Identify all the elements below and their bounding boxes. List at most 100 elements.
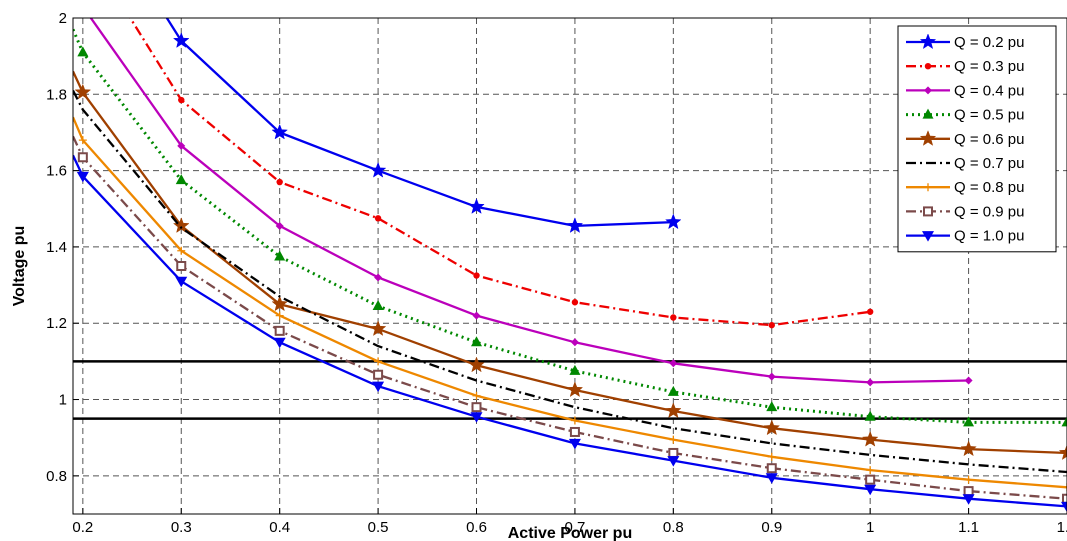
data-point [668,447,679,458]
data-point [271,123,288,140]
data-point [1063,483,1067,492]
data-point [919,33,937,50]
data-point [570,338,579,347]
data-point [472,391,481,400]
y-tick-label: 1.8 [46,86,67,103]
data-point [172,32,190,48]
data-point [77,46,89,57]
y-tick-label: 1.4 [46,239,67,256]
series-q-0-4-pu [89,18,973,387]
series-line [73,28,1067,424]
legend-label: Q = 0.5 pu [954,107,1024,124]
data-point [77,152,88,163]
data-point [177,141,186,150]
data-point [569,364,581,375]
data-point [470,412,483,423]
legend-item: Q = 0.7 pu [906,155,1024,172]
legend-item: Q = 0.9 pu [906,203,1024,220]
data-point [172,217,190,233]
data-point [571,299,579,306]
data-point [919,130,937,146]
data-point [271,295,288,312]
y-tick-label: 0.8 [46,468,67,485]
y-axis-label: Voltage pu [11,226,28,307]
data-point [373,369,384,380]
y-tick-label: 1.6 [46,163,67,180]
x-tick-label: 1 [866,519,874,536]
data-point [175,174,187,185]
legend-item: Q = 0.8 pu [906,179,1024,196]
data-point [922,108,934,119]
data-point [468,356,485,373]
series-line [73,154,1067,508]
x-tick-label: 0.2 [72,519,93,536]
data-point [275,221,284,230]
legend-label: Q = 0.2 pu [954,34,1024,51]
data-point [767,372,776,381]
data-point [963,416,975,427]
series-q-0-2-pu [165,18,682,233]
data-point [864,484,877,496]
data-point [665,213,682,230]
data-point [176,261,187,271]
data-point [1058,444,1067,460]
data-point [667,385,679,396]
data-point [374,357,383,366]
data-point [566,381,584,398]
series-q-0-3-pu [128,18,874,329]
data-point [1062,493,1067,504]
legend-label: Q = 0.7 pu [954,155,1024,172]
data-point [177,246,186,255]
legend-label: Q = 0.4 pu [954,82,1024,99]
legend-item: Q = 0.3 pu [906,58,1024,75]
data-point [471,402,482,413]
data-point [963,486,974,497]
data-point [74,83,92,100]
data-point [276,178,283,186]
data-point [866,308,874,315]
legend-label: Q = 0.6 pu [954,131,1024,148]
data-point [273,337,286,349]
data-point [670,314,677,321]
y-tick-label: 2 [59,10,67,27]
data-point [964,376,973,385]
x-tick-label: 1.1 [958,519,979,536]
series-line [89,18,969,384]
series-line [128,18,871,327]
legend-item: Q = 0.2 pu [906,33,1024,51]
data-point [922,231,934,242]
series-q-0-9-pu [73,135,1067,504]
legend-item: Q = 0.4 pu [906,82,1024,99]
data-point [472,311,481,320]
data-point [76,171,89,183]
legend-label: Q = 1.0 pu [954,228,1024,245]
data-point [1061,416,1067,427]
data-point [566,217,584,233]
data-point [768,321,775,329]
series-q-1-0-pu [73,154,1067,513]
legend-item: Q = 0.5 pu [906,107,1024,124]
data-point [924,62,932,70]
data-point [274,250,286,261]
data-point [569,426,580,437]
data-point [275,311,284,320]
data-point [78,136,87,145]
data-point [962,494,975,505]
data-point [175,276,188,288]
series-q-0-6-pu [73,70,1067,460]
legend-label: Q = 0.8 pu [954,179,1024,196]
series-line [73,135,1067,500]
data-point [924,86,932,95]
data-point [766,463,777,474]
y-tick-label: 1 [59,392,67,409]
series-q-0-7-pu [73,89,1067,474]
series-group [73,18,1067,513]
data-point [568,438,581,450]
data-point [369,161,387,178]
data-point [866,378,875,387]
legend-item: Q = 1.0 pu [906,228,1024,245]
data-point [372,300,384,311]
x-tick-label: 0.4 [269,519,290,536]
data-point [372,381,385,393]
